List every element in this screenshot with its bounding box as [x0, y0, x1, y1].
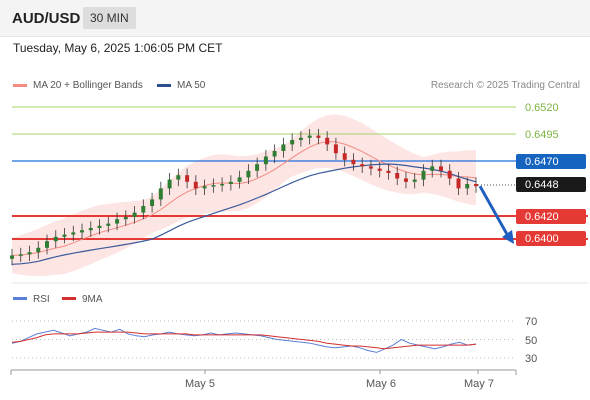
- candle-body: [395, 173, 400, 179]
- rsi-axis-70: 70: [525, 316, 537, 328]
- candle-body: [386, 170, 391, 173]
- legend-ma50-label: MA 50: [177, 80, 206, 91]
- candle-body: [351, 159, 356, 165]
- candle-body: [237, 177, 242, 182]
- symbol-label: AUD/USD: [12, 10, 81, 27]
- legend-bollinger-label: MA 20 + Bollinger Bands: [33, 80, 143, 91]
- rsi-axis-50: 50: [525, 335, 537, 347]
- candle-body: [307, 135, 312, 138]
- research-credit: Research © 2025 Trading Central: [430, 80, 580, 91]
- legend-ma50: MA 50: [157, 80, 205, 91]
- candle-body: [10, 255, 14, 259]
- x-axis-may7: May 7: [464, 378, 494, 390]
- rsi-swatch: [13, 297, 27, 300]
- candle-body: [368, 166, 373, 169]
- candle-body: [193, 181, 198, 189]
- candle-body: [430, 166, 435, 171]
- rsi-ma-legend-label: 9MA: [82, 294, 103, 305]
- candle-body: [439, 166, 443, 171]
- candle-body: [228, 181, 233, 184]
- candle-body: [88, 228, 93, 231]
- candle-body: [316, 135, 321, 138]
- level-s1-label: 0.6420: [525, 211, 559, 223]
- candle-body: [211, 185, 216, 187]
- bollinger-band-area: [12, 114, 476, 277]
- rsi-line: [11, 327, 477, 353]
- rsi-axis-30: 30: [525, 353, 537, 365]
- rsi-ma-swatch: [62, 297, 76, 300]
- candle-body: [404, 178, 408, 182]
- candle-body: [36, 247, 41, 253]
- candle-body: [333, 144, 338, 154]
- candle-body: [255, 164, 260, 171]
- candle-body: [360, 164, 365, 167]
- x-axis-may6: May 6: [366, 378, 396, 390]
- level-last-box: [516, 177, 586, 192]
- candle-body: [290, 140, 295, 145]
- candle-body: [220, 184, 225, 186]
- candle-body: [45, 241, 49, 248]
- candle-body: [18, 254, 23, 256]
- candle-body: [298, 137, 303, 140]
- forecast-arrow-shaft: [478, 185, 510, 237]
- ma50-swatch: [157, 83, 171, 87]
- candle-body: [62, 234, 67, 237]
- candle-body: [421, 170, 426, 180]
- candle-body: [263, 156, 268, 165]
- datetime-label: Tuesday, May 6, 2025 1:06:05 PM CET: [13, 41, 223, 55]
- candle-body: [377, 168, 382, 171]
- level-s1-box: [516, 209, 586, 224]
- candle-body: [176, 175, 181, 180]
- candle-body: [27, 252, 32, 255]
- forecast-arrow-head: [502, 230, 514, 244]
- candle-body: [185, 175, 190, 182]
- candle-body: [456, 178, 461, 189]
- candle-body: [71, 232, 76, 235]
- candle-body: [141, 206, 146, 213]
- candle-body: [272, 151, 277, 157]
- rsi-ma-line: [11, 331, 477, 350]
- level-r1-label: 0.6495: [525, 129, 559, 141]
- candle-body: [53, 236, 58, 242]
- bollinger-swatch: [13, 83, 27, 87]
- candle-body: [474, 184, 478, 187]
- rsi-legend-label: RSI: [33, 294, 50, 305]
- candle-body: [80, 230, 84, 233]
- candle-body: [132, 212, 137, 217]
- level-last-label: 0.6448: [525, 179, 559, 191]
- level-s2-box: [516, 231, 586, 246]
- candle-body: [158, 188, 163, 200]
- candle-body: [246, 170, 251, 178]
- timeframe-button[interactable]: 30 MIN: [83, 7, 136, 29]
- candle-body: [115, 219, 120, 224]
- candle-body: [106, 223, 111, 226]
- candle-body: [202, 186, 207, 189]
- candle-body: [123, 217, 128, 220]
- top-bar: AUD/USD 30 MIN: [0, 0, 590, 37]
- candle-body: [342, 153, 347, 160]
- level-pivot-box: [516, 154, 586, 169]
- candle-body: [150, 199, 155, 206]
- x-axis-may5: May 5: [185, 378, 215, 390]
- legend-bollinger: MA 20 + Bollinger Bands: [13, 80, 143, 91]
- ma20-line: [11, 141, 477, 256]
- candle-body: [465, 184, 470, 189]
- level-s2-label: 0.6400: [525, 233, 559, 245]
- candle-body: [325, 137, 330, 145]
- candle-body: [447, 170, 452, 179]
- candle-body: [281, 144, 286, 151]
- candle-body: [167, 179, 172, 189]
- candle-body: [412, 179, 417, 182]
- level-r2-label: 0.6520: [525, 102, 559, 114]
- level-pivot-label: 0.6470: [525, 156, 559, 168]
- candle-body: [97, 225, 102, 228]
- ma50-line: [11, 163, 477, 265]
